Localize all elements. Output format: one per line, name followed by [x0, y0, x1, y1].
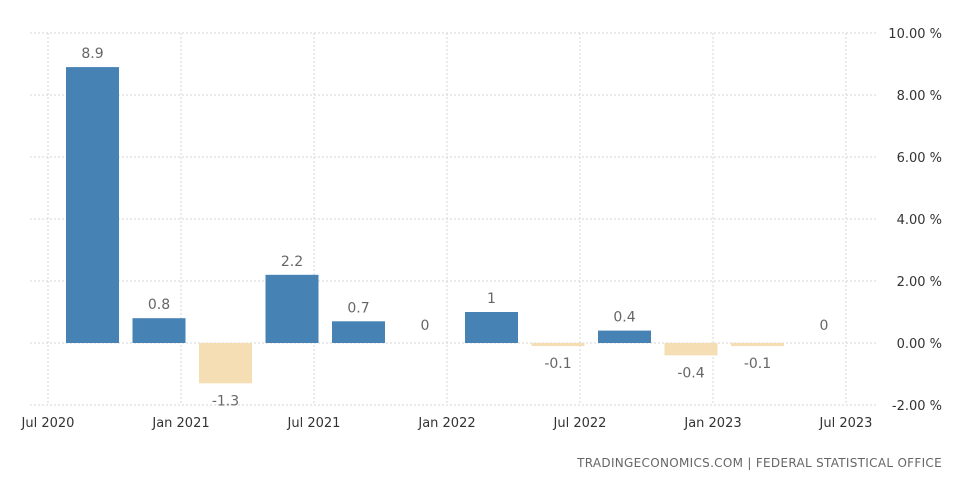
data-label: 0.4 — [613, 310, 635, 326]
y-tick-label: 4.00 % — [897, 213, 942, 228]
source-credit: TRADINGECONOMICS.COM | FEDERAL STATISTIC… — [576, 456, 942, 470]
bars — [66, 67, 784, 384]
x-tick-label: Jan 2022 — [417, 416, 475, 431]
x-tick-label: Jan 2023 — [683, 416, 741, 431]
x-tick-label: Jul 2020 — [21, 416, 75, 431]
bar — [731, 343, 784, 347]
data-label: -0.4 — [677, 365, 704, 381]
x-tick-label: Jan 2021 — [151, 416, 209, 431]
data-label: -0.1 — [544, 356, 571, 372]
data-label: 8.9 — [81, 46, 103, 62]
data-label: -1.3 — [212, 393, 239, 409]
bar — [332, 321, 385, 343]
bar — [598, 330, 651, 343]
bar — [199, 343, 252, 384]
data-label: 0 — [820, 318, 829, 334]
data-label: 0.7 — [347, 300, 369, 316]
bar — [66, 67, 119, 343]
y-gridlines — [30, 32, 878, 406]
data-labels: 8.9 0.8 -1.3 2.2 0.7 0 1 -0.1 0.4 -0.4 -0.1 0 — [81, 46, 828, 409]
y-tick-label: -2.00 % — [892, 399, 942, 414]
y-tick-label: 10.00 % — [888, 27, 942, 42]
data-label: 2.2 — [281, 254, 303, 270]
bar — [265, 274, 319, 343]
x-tick-label: Jul 2023 — [819, 416, 873, 431]
bar — [465, 312, 518, 343]
y-tick-label: 0.00 % — [897, 337, 942, 352]
y-tick-label: 8.00 % — [897, 89, 942, 104]
x-axis-ticks: Jul 2020 Jan 2021 Jul 2021 Jan 2022 Jul 2022… — [21, 416, 873, 431]
y-tick-label: 2.00 % — [897, 275, 942, 290]
x-tick-label: Jul 2021 — [287, 416, 341, 431]
data-label: -0.1 — [744, 356, 771, 372]
x-tick-label: Jul 2022 — [553, 416, 607, 431]
y-tick-label: 6.00 % — [897, 151, 942, 166]
bar — [132, 318, 186, 343]
y-axis-ticks: 10.00 % 8.00 % 6.00 % 4.00 % 2.00 % 0.00 % -2.… — [888, 27, 942, 414]
bar — [531, 343, 585, 347]
bar — [664, 343, 718, 356]
data-label: 0 — [421, 318, 430, 334]
data-label: 0.8 — [148, 297, 170, 313]
data-label: 1 — [487, 291, 496, 307]
